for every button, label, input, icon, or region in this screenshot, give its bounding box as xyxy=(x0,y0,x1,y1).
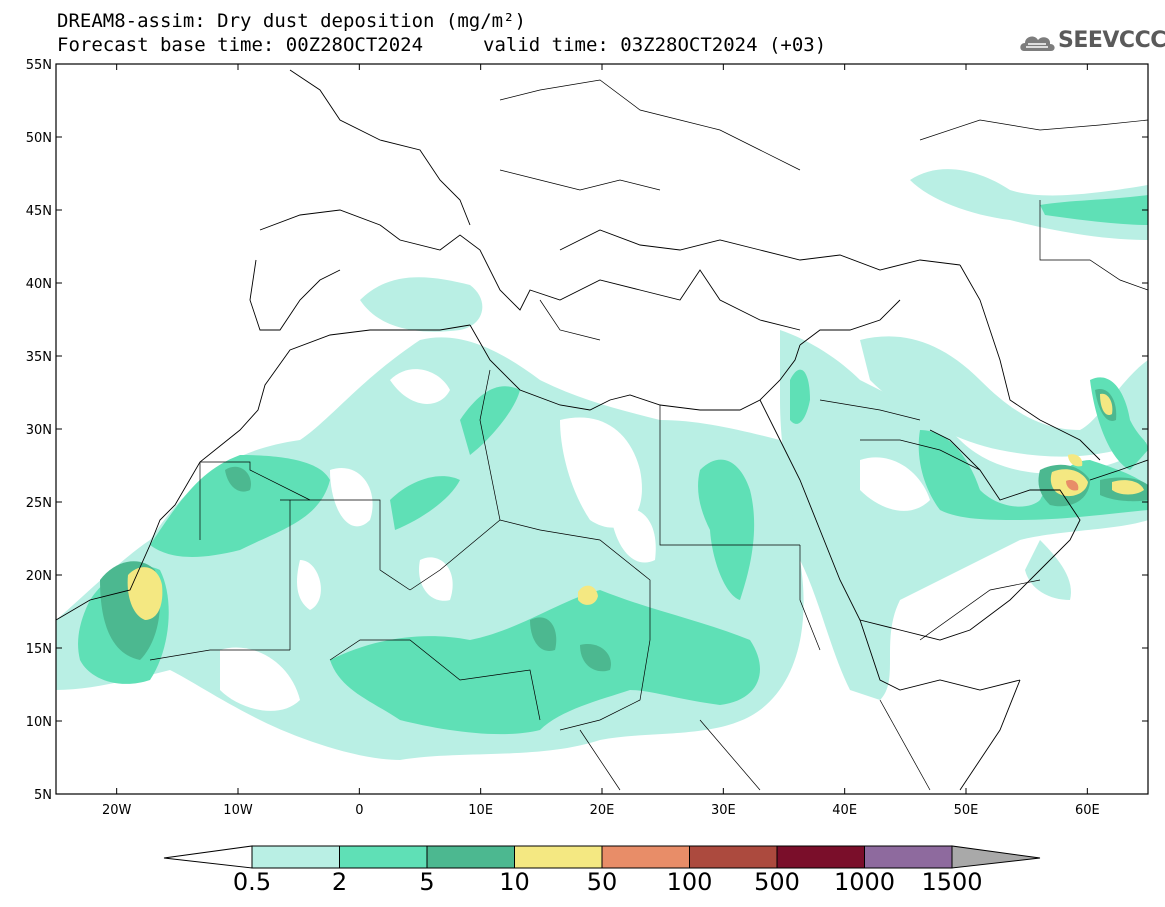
lat-label: 35N xyxy=(26,350,52,365)
lon-label: 50E xyxy=(954,803,979,818)
dust-level-50 xyxy=(1066,480,1079,491)
lon-label: 30E xyxy=(711,803,736,818)
colorbar-label: 100 xyxy=(666,868,713,896)
colorbar-label: 10 xyxy=(499,868,530,896)
colorbar-over-arrow xyxy=(951,845,1041,869)
lat-label: 30N xyxy=(26,423,52,438)
colorbar-box xyxy=(339,845,428,869)
forecast-base-time: Forecast base time: 00Z28OCT2024 xyxy=(57,34,424,56)
colorbar-box xyxy=(426,845,515,869)
lon-label: 0 xyxy=(355,803,363,818)
axis-ticks xyxy=(56,63,1148,795)
seevccc-cloud-logo-icon xyxy=(1020,36,1055,51)
lon-label: 10W xyxy=(223,803,253,818)
lon-label: 20E xyxy=(590,803,615,818)
colorbar xyxy=(163,845,1041,869)
lat-label: 20N xyxy=(26,569,52,584)
colorbar-label: 1000 xyxy=(833,868,896,896)
dust-gaps xyxy=(220,369,930,711)
lon-label: 40E xyxy=(832,803,857,818)
chart-title: DREAM8-assim: Dry dust deposition (mg/m²… xyxy=(57,10,526,32)
lat-label: 10N xyxy=(26,715,52,730)
lon-label: 10E xyxy=(468,803,493,818)
lat-label: 25N xyxy=(26,496,52,511)
colorbar-label: 50 xyxy=(586,868,618,896)
lon-label: 60E xyxy=(1075,803,1100,818)
colorbar-label: 5 xyxy=(419,868,435,896)
valid-time: valid time: 03Z28OCT2024 (+03) xyxy=(483,34,827,56)
colorbar-box xyxy=(776,845,865,869)
colorbar-label: 500 xyxy=(754,868,800,896)
lat-label: 5N xyxy=(34,788,52,803)
longitude-labels: 20W 10W 0 10E 20E 30E 40E 50E 60E xyxy=(102,803,1100,818)
country-borders xyxy=(149,79,1148,791)
lat-label: 15N xyxy=(26,642,52,657)
colorbar-label: 1500 xyxy=(921,868,983,896)
latitude-labels: 55N 50N 45N 40N 35N 30N 25N 20N 15N 10N 5N xyxy=(26,58,52,803)
lat-label: 55N xyxy=(26,58,52,73)
map-plot-area xyxy=(56,64,1148,794)
lat-label: 45N xyxy=(26,204,52,219)
coastlines xyxy=(56,69,1148,791)
lat-label: 50N xyxy=(26,131,52,146)
colorbar-label: 2 xyxy=(331,868,348,896)
colorbar-label: 0.5 xyxy=(232,868,272,896)
colorbar-box xyxy=(601,845,690,869)
colorbar-box xyxy=(251,845,340,869)
colorbar-boxes xyxy=(251,845,953,869)
dust-level-2 xyxy=(78,195,1148,735)
colorbar-box xyxy=(514,845,603,869)
lat-label: 40N xyxy=(26,277,52,292)
logo-text: SEEVCCC xyxy=(1058,28,1165,53)
lon-label: 20W xyxy=(102,803,132,818)
colorbar-under-arrow xyxy=(163,845,253,869)
colorbar-box xyxy=(864,845,953,869)
colorbar-box xyxy=(689,845,778,869)
